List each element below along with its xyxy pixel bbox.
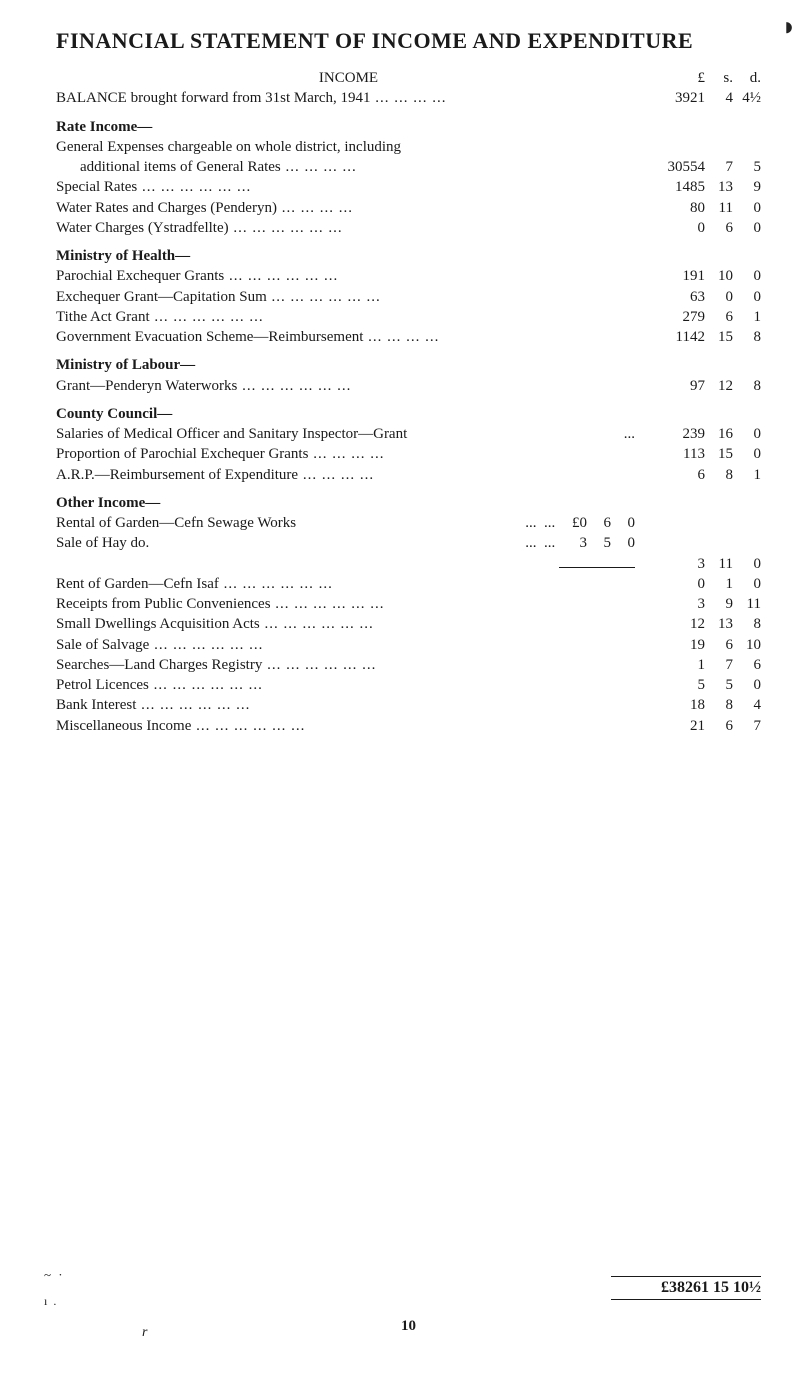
- table-row: Sale of Salvage 19 6 10: [56, 635, 761, 655]
- page-number: 10: [56, 1318, 761, 1335]
- table-row: Receipts from Public Conveniences 3 9 11: [56, 594, 761, 614]
- balance-forward-label: BALANCE brought forward from 31st March,…: [56, 88, 641, 108]
- table-row: Rental of Garden—Cefn Sewage Works ... .…: [56, 513, 761, 533]
- ministry-labour-heading: Ministry of Labour—: [56, 355, 761, 375]
- table-row: Parochial Exchequer Grants 191 10 0: [56, 266, 761, 286]
- currency-header: £ s. d.: [641, 68, 761, 88]
- table-row: Tithe Act Grant 279 6 1: [56, 307, 761, 327]
- balance-forward-amount: 3921 4 4½: [641, 88, 761, 108]
- grand-total: £38261 15 10½: [56, 1279, 761, 1297]
- inline-subtotal-row: 3 11 0: [56, 554, 761, 574]
- rule-icon: [611, 1276, 761, 1277]
- col-shillings: s.: [705, 68, 733, 88]
- table-row: Proportion of Parochial Exchequer Grants…: [56, 444, 761, 464]
- table-row: Water Charges (Ystradfellte) 0 6 0: [56, 218, 761, 238]
- margin-mark-icon: ~ ·: [44, 1267, 65, 1283]
- other-income-heading: Other Income—: [56, 493, 761, 513]
- margin-mark-icon: ı .: [44, 1294, 56, 1309]
- table-row: Government Evacuation Scheme—Reimburseme…: [56, 327, 761, 347]
- inline-amount: £0 6 0: [559, 513, 635, 533]
- col-pounds: £: [649, 68, 705, 88]
- ministry-health-heading: Ministry of Health—: [56, 246, 761, 266]
- county-council-heading: County Council—: [56, 404, 761, 424]
- page-title: FINANCIAL STATEMENT OF INCOME AND EXPEND…: [56, 28, 761, 54]
- income-heading: INCOME: [56, 68, 641, 88]
- table-row: additional items of General Rates 30554 …: [56, 157, 761, 177]
- page: ◗ FINANCIAL STATEMENT OF INCOME AND EXPE…: [0, 0, 801, 1375]
- table-row: Special Rates 1485 13 9: [56, 177, 761, 197]
- inline-amount: 3 5 0: [559, 533, 635, 553]
- table-row: Salaries of Medical Officer and Sanitary…: [56, 424, 761, 444]
- table-row: Bank Interest 18 8 4: [56, 695, 761, 715]
- table-row: Searches—Land Charges Registry 1 7 6: [56, 655, 761, 675]
- table-row: Sale of Hay do. ... ... 3 5 0: [56, 533, 761, 553]
- table-row: Petrol Licences 5 5 0: [56, 675, 761, 695]
- table-row: Small Dwellings Acquisition Acts 12 13 8: [56, 614, 761, 634]
- income-header-row: INCOME £ s. d.: [56, 68, 761, 88]
- rate-income-heading: Rate Income—: [56, 117, 761, 137]
- table-row: Rent of Garden—Cefn Isaf 0 1 0: [56, 574, 761, 594]
- table-row: Grant—Penderyn Waterworks 97 12 8: [56, 376, 761, 396]
- balance-forward-row: BALANCE brought forward from 31st March,…: [56, 88, 761, 108]
- corner-dot-icon: ◗: [781, 12, 797, 42]
- table-row: Exchequer Grant—Capitation Sum 63 0 0: [56, 287, 761, 307]
- table-row: Miscellaneous Income 21 6 7: [56, 716, 761, 736]
- col-pence: d.: [733, 68, 761, 88]
- table-row: Water Rates and Charges (Penderyn) 80 11…: [56, 198, 761, 218]
- rate-income-leadin: General Expenses chargeable on whole dis…: [56, 137, 761, 157]
- table-row: A.R.P.—Reimbursement of Expenditure 6 8 …: [56, 465, 761, 485]
- margin-mark-icon: r: [142, 1325, 147, 1341]
- grand-total-block: £38261 15 10½: [56, 1276, 761, 1300]
